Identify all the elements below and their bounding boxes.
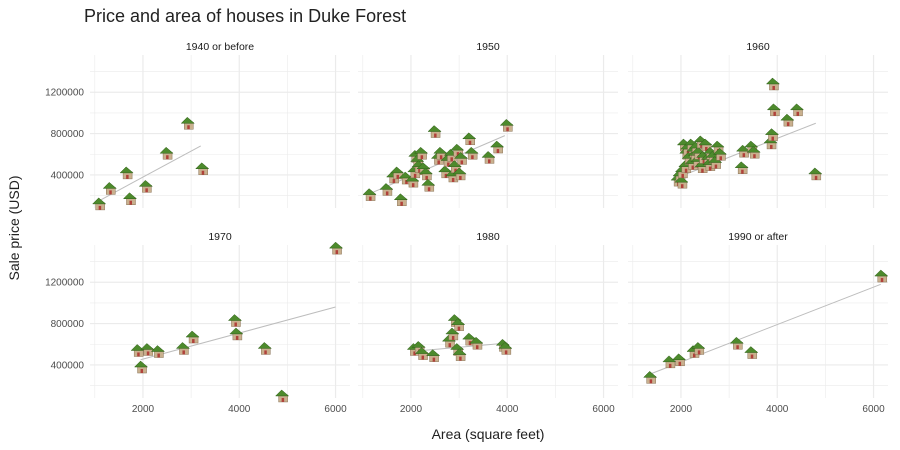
x-tick-label: 4000 (766, 404, 789, 415)
house-icon (498, 342, 513, 355)
house-icon (698, 138, 713, 152)
house-icon (150, 345, 166, 358)
house-icon (734, 161, 749, 174)
y-axis-label: Sale price (USD) (6, 175, 22, 280)
facet-label: 1940 or before (186, 41, 254, 53)
house-icon (379, 183, 394, 196)
house-icon (462, 132, 477, 146)
house-icon (275, 389, 290, 403)
house-icon (671, 353, 687, 367)
facet-label: 1990 or after (728, 231, 788, 243)
house-icon (445, 327, 460, 341)
house-icon (133, 360, 149, 374)
y-tick-label: 800000 (51, 129, 85, 140)
house-icon (746, 145, 761, 159)
facet-label: 1980 (476, 231, 500, 243)
house-icon (490, 140, 505, 154)
house-icon (119, 166, 134, 180)
house-icon (735, 144, 751, 158)
house-icon (808, 167, 823, 181)
house-icon (789, 103, 805, 117)
house-icon (674, 175, 689, 189)
house-icon (180, 116, 195, 130)
y-tick-label: 800000 (51, 319, 85, 330)
facet-panel: 1970 400000 800000 1200000 2000 4000 6000 (45, 231, 350, 415)
house-icon (450, 143, 465, 157)
facet-panel: 1950 (358, 41, 618, 208)
house-icon (766, 103, 782, 117)
house-icon (413, 146, 429, 160)
house-icon (130, 344, 145, 357)
house-icon (451, 318, 466, 331)
y-tick-label: 400000 (51, 360, 85, 371)
house-icon (185, 330, 200, 344)
house-icon (159, 146, 174, 160)
facet-panel: 1960 (628, 41, 888, 208)
facet-label: 1950 (476, 41, 500, 53)
facet-panel: 1980 2000 4000 6000 (358, 231, 618, 415)
house-icon (195, 162, 210, 175)
trend-line (367, 135, 506, 196)
house-icon (744, 346, 759, 359)
house-icon (481, 151, 496, 164)
house-icon (393, 193, 409, 207)
x-tick-label: 2000 (400, 404, 423, 415)
house-icon (92, 197, 107, 211)
trend-line (649, 283, 881, 375)
house-icon (643, 371, 658, 384)
y-tick-label: 1200000 (45, 88, 84, 99)
x-tick-label: 2000 (132, 404, 155, 415)
facet-panel: 1990 or after 2000 4000 6000 (628, 231, 889, 415)
house-icon (499, 118, 514, 132)
facet-label: 1960 (746, 41, 770, 53)
house-icon (418, 167, 434, 181)
facet-label: 1970 (208, 231, 232, 243)
y-tick-label: 400000 (51, 170, 85, 181)
x-tick-label: 6000 (862, 404, 885, 415)
x-tick-label: 4000 (496, 404, 519, 415)
house-icon (140, 343, 155, 356)
house-icon (421, 178, 436, 192)
x-tick-label: 6000 (592, 404, 615, 415)
house-icon (257, 342, 272, 355)
house-icon (765, 77, 781, 91)
x-axis-label: Area (square feet) (432, 426, 545, 442)
house-icon (427, 125, 442, 138)
house-icon (405, 174, 420, 188)
facet-panel: 1940 or before 400000 800000 1200000 (45, 41, 350, 211)
house-icon (389, 166, 405, 180)
house-icon (729, 336, 745, 350)
house-icon (691, 342, 706, 355)
house-icon (138, 179, 154, 193)
house-icon (764, 128, 780, 141)
house-icon (464, 146, 479, 160)
x-tick-label: 6000 (324, 404, 347, 415)
house-icon (452, 348, 467, 361)
y-tick-label: 1200000 (45, 278, 84, 289)
house-icon (229, 327, 244, 341)
chart-title: Price and area of houses in Duke Forest (84, 6, 406, 26)
house-icon (362, 188, 377, 201)
house-icon (874, 269, 889, 283)
house-icon (469, 336, 484, 350)
house-icon (662, 355, 677, 369)
house-icon (780, 113, 795, 127)
x-tick-label: 2000 (670, 404, 693, 415)
house-icon (453, 152, 469, 165)
house-icon (452, 167, 467, 181)
house-icon (227, 314, 243, 327)
house-icon (102, 182, 117, 195)
facet-panels: 1940 or before 400000 800000 1200000 1950 196… (45, 41, 889, 415)
house-icon (712, 147, 728, 161)
house-icon (175, 342, 191, 355)
house-icon (426, 349, 441, 362)
house-icon (328, 241, 344, 255)
x-tick-label: 4000 (228, 404, 251, 415)
house-icon (414, 347, 430, 360)
house-icon (122, 192, 138, 205)
